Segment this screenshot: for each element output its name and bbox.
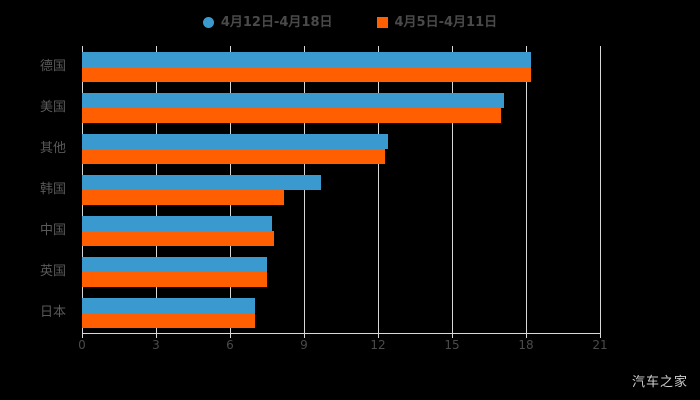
y-axis-tick-label: 德国 — [39, 58, 66, 74]
x-axis-tick-mark — [82, 333, 83, 338]
watermark: 汽车之家 — [631, 375, 688, 390]
x-axis-tick-label: 15 — [444, 338, 460, 352]
bar-0[interactable] — [82, 215, 272, 231]
x-axis-tick-label: 21 — [592, 338, 608, 352]
bar-1[interactable] — [82, 271, 267, 287]
bar-1[interactable] — [82, 107, 502, 123]
bar-1[interactable] — [82, 66, 531, 82]
bar-0[interactable] — [82, 133, 388, 149]
bar-group — [82, 297, 600, 328]
x-axis-tick-mark — [600, 333, 601, 338]
y-axis-tick-label: 美国 — [39, 99, 66, 115]
bar-1[interactable] — [82, 230, 275, 246]
legend-entry[interactable]: 4月5日-4月11日 — [376, 14, 498, 30]
bar-group — [82, 215, 600, 246]
y-axis-tick-label: 中国 — [39, 222, 66, 238]
legend-entry[interactable]: 4月12日-4月18日 — [202, 14, 333, 30]
bar-group — [82, 133, 600, 164]
x-axis-tick-label: 9 — [300, 338, 308, 352]
x-axis-tick-label: 0 — [78, 338, 86, 352]
bar-1[interactable] — [82, 312, 255, 328]
bar-group — [82, 174, 600, 205]
x-axis-tick-label: 18 — [518, 338, 534, 352]
bar-0[interactable] — [82, 174, 322, 190]
gridline — [600, 46, 601, 333]
bar-1[interactable] — [82, 189, 285, 205]
bars-layer — [82, 46, 600, 333]
bar-group — [82, 256, 600, 287]
legend-marker-square-icon — [376, 16, 388, 28]
x-axis-tick-mark — [452, 333, 453, 338]
x-axis-tick-label: 6 — [226, 338, 234, 352]
y-axis-tick-label: 日本 — [39, 304, 66, 320]
x-axis-tick-mark — [156, 333, 157, 338]
x-axis-tick-mark — [304, 333, 305, 338]
bar-group — [82, 92, 600, 123]
x-axis-ticks: 0 3 6 9 12 15 18 21 — [0, 333, 700, 355]
x-axis-tick-label: 12 — [370, 338, 386, 352]
x-axis-tick-mark — [526, 333, 527, 338]
bar-group — [82, 51, 600, 82]
x-axis-tick-mark — [378, 333, 379, 338]
bar-0[interactable] — [82, 92, 504, 108]
y-axis-tick-label: 其他 — [39, 140, 66, 156]
bar-0[interactable] — [82, 51, 531, 67]
bar-0[interactable] — [82, 256, 267, 272]
legend-label: 4月12日-4月18日 — [220, 14, 333, 30]
plot-area — [82, 46, 601, 333]
legend-marker-dot-icon — [202, 16, 214, 28]
bar-0[interactable] — [82, 297, 255, 313]
legend-label: 4月5日-4月11日 — [394, 14, 498, 30]
y-axis-labels: 德国美国其他韩国中国英国日本 — [0, 46, 74, 333]
x-axis-line — [82, 333, 601, 334]
y-axis-tick-label: 韩国 — [39, 181, 66, 197]
y-axis-tick-label: 英国 — [39, 263, 66, 279]
bar-1[interactable] — [82, 148, 386, 164]
x-axis-tick-label: 3 — [152, 338, 160, 352]
x-axis-tick-mark — [230, 333, 231, 338]
chart-legend: 4月12日-4月18日 4月5日-4月11日 — [0, 8, 700, 36]
